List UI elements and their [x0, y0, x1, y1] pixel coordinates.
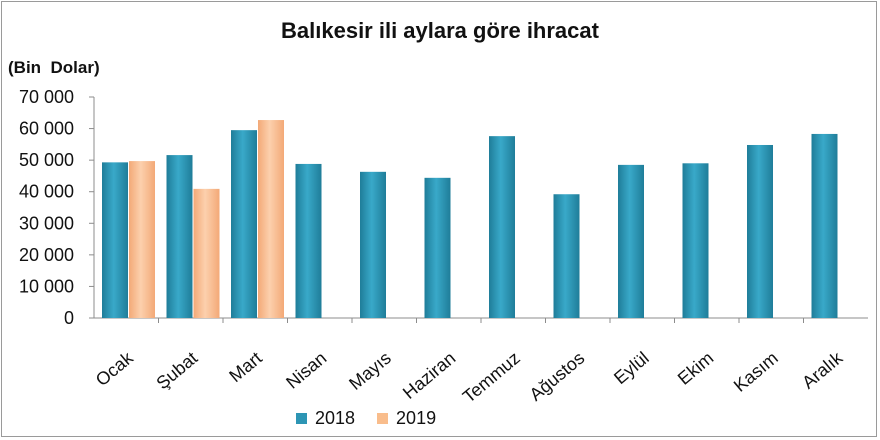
x-tick-label: Nisan	[282, 348, 330, 393]
chart-title: Balıkesir ili aylara göre ihracat	[281, 18, 599, 43]
y-tick-label: 60 000	[19, 119, 74, 139]
bar-2018-8	[553, 194, 580, 318]
bar-2018-5	[360, 171, 386, 318]
legend: 2018 2019	[296, 408, 458, 429]
legend-swatch-2019	[377, 413, 389, 424]
y-tick-label: 10 000	[19, 276, 74, 296]
bar-2018-7	[489, 136, 515, 318]
x-tick-label: Aralık	[798, 347, 847, 393]
bar-2018-11	[747, 144, 773, 318]
bar-2018-12	[811, 133, 838, 318]
x-tick-label: Mayıs	[345, 348, 395, 394]
bar-2018-3	[231, 130, 257, 318]
y-axis-unit-label: (Bin Dolar)	[8, 58, 100, 77]
y-tick-label: 50 000	[19, 150, 74, 170]
axes	[89, 96, 868, 323]
bar-2018-1	[102, 162, 128, 318]
bar-2018-10	[682, 163, 709, 318]
x-tick-label: Ağustos	[526, 348, 589, 405]
x-tick-label: Eylül	[610, 348, 653, 388]
bars	[102, 120, 838, 318]
x-tick-label: Mart	[225, 348, 265, 386]
legend-swatch-2018	[296, 413, 307, 424]
bar-2019-3	[258, 120, 284, 318]
x-tick-label: Temmuz	[459, 348, 524, 407]
legend-item-2019: 2019	[377, 408, 436, 429]
legend-item-2018: 2018	[296, 408, 355, 429]
y-tick-label: 40 000	[19, 182, 74, 202]
x-tick-label: Ekim	[674, 348, 717, 389]
legend-label-2019: 2019	[396, 408, 437, 428]
bar-2019-2	[193, 188, 220, 318]
x-tick-label: Ocak	[92, 347, 138, 390]
bar-2019-1	[129, 161, 155, 318]
x-tick-label: Haziran	[399, 348, 459, 403]
bar-2018-2	[166, 155, 193, 318]
y-tick-label: 70 000	[19, 87, 74, 107]
y-tick-label: 30 000	[19, 213, 74, 233]
bar-2018-6	[424, 177, 451, 318]
legend-label-2018: 2018	[315, 408, 356, 428]
bar-2018-9	[618, 164, 644, 318]
bar-2018-4	[295, 163, 322, 318]
x-tick-label: Şubat	[152, 348, 201, 394]
y-tick-label: 0	[64, 308, 74, 328]
y-tick-label: 20 000	[19, 245, 74, 265]
x-tick-label: Kasım	[730, 348, 782, 396]
